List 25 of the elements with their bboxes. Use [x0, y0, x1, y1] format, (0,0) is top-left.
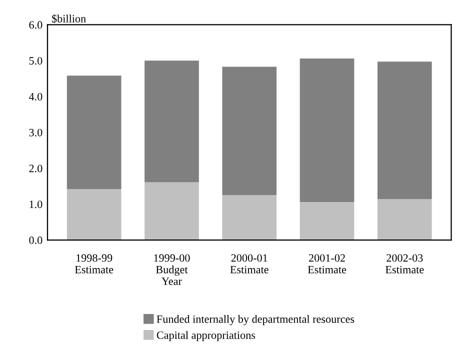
bar: [66, 189, 122, 240]
y-tick-label: 6.0: [29, 21, 42, 29]
bar: [144, 182, 199, 240]
legend-label: Funded internally by departmental resources: [156, 315, 354, 326]
legend-label: Capital appropriations: [156, 331, 256, 342]
bar: [222, 195, 277, 240]
y-tick-label: 3.0: [29, 128, 42, 136]
bar: [144, 60, 199, 182]
bar: [300, 202, 354, 240]
bar: [300, 58, 354, 202]
y-tick-label: 1.0: [30, 200, 42, 208]
y-tick-label: 4.0: [28, 92, 42, 100]
bar: [66, 76, 122, 190]
y-tick-label: 2.0: [29, 164, 42, 172]
bar: [377, 199, 432, 240]
x-tick-label: 1998-99 Estimate: [74, 254, 114, 274]
x-tick-label: 1999-00 Budget Year: [154, 254, 190, 286]
x-tick-label: 2002-03 Estimate: [386, 254, 424, 274]
y-tick-label: 0.0: [29, 236, 42, 244]
x-tick-label: 2000-01 Estimate: [230, 254, 268, 274]
x-tick-label: 2001-02 Estimate: [308, 254, 346, 274]
y-tick-label: 5.0: [29, 57, 42, 65]
bar: [222, 66, 277, 196]
bar: [377, 62, 432, 200]
y-axis-title: $billion: [52, 14, 86, 24]
